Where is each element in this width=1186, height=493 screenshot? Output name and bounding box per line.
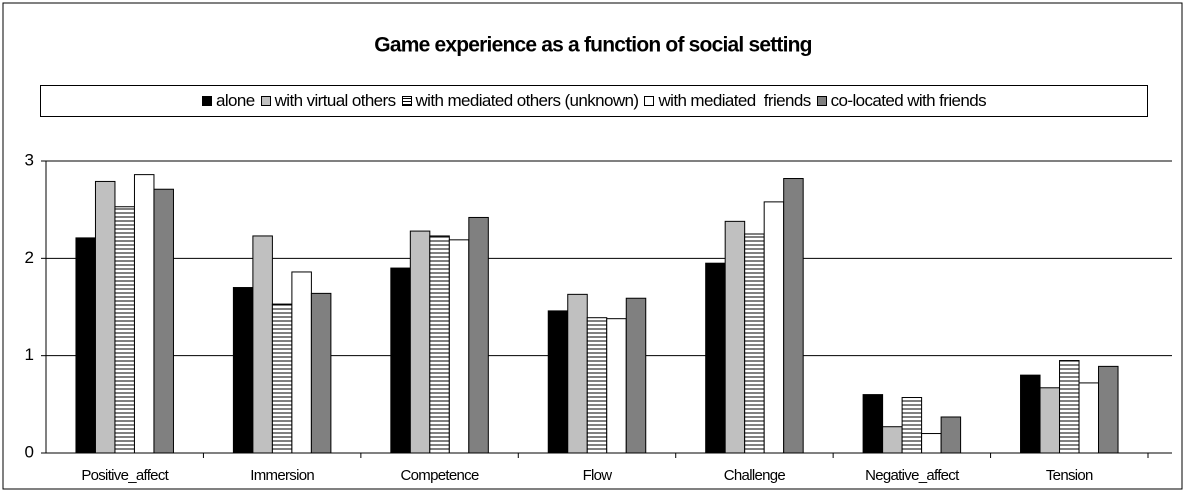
chart-title: Game experience as a function of social … xyxy=(374,34,811,57)
bar xyxy=(133,174,155,454)
bar xyxy=(705,262,726,454)
x-tick-label: Flow xyxy=(583,467,613,484)
legend-item: co-located with friends xyxy=(816,91,987,111)
bar xyxy=(882,426,903,454)
x-tick-label: Immersion xyxy=(250,467,314,484)
bar xyxy=(724,220,746,454)
bar xyxy=(921,433,942,454)
y-tick-label: 0 xyxy=(25,442,34,461)
legend-item: with mediated others (unknown) xyxy=(401,91,640,111)
legend-swatch xyxy=(202,96,213,106)
bar xyxy=(153,188,174,454)
bar xyxy=(783,178,804,454)
x-tick-label: Challenge xyxy=(724,467,786,484)
legend-item: alone xyxy=(202,91,255,111)
bar xyxy=(252,235,273,454)
bar xyxy=(744,233,765,454)
legend-label: with virtual others xyxy=(274,91,396,110)
bar xyxy=(1098,365,1119,454)
bar xyxy=(625,297,647,454)
bar xyxy=(232,287,254,454)
x-tick-label: Negative_affect xyxy=(865,467,960,484)
bar xyxy=(291,271,312,454)
bar xyxy=(271,303,293,454)
bar xyxy=(94,180,116,454)
bar xyxy=(1020,374,1041,454)
legend: alone with virtual others with mediated ot… xyxy=(40,85,1148,117)
bar xyxy=(114,206,135,454)
x-tick-label: Tension xyxy=(1046,467,1093,484)
bar xyxy=(901,397,923,454)
bar xyxy=(75,237,96,454)
legend-label: co-located with friends xyxy=(830,91,987,110)
x-tick-label: Competence xyxy=(401,467,479,484)
bar xyxy=(1078,382,1100,454)
legend-swatch xyxy=(816,96,827,106)
bar xyxy=(448,239,470,454)
y-tick-label: 2 xyxy=(25,248,34,267)
bar xyxy=(429,235,450,454)
bar xyxy=(606,318,627,454)
x-tick-label: Positive_affect xyxy=(81,467,169,484)
y-tick-label: 1 xyxy=(25,345,34,364)
legend-swatch xyxy=(260,96,271,106)
bar xyxy=(310,292,332,454)
bar xyxy=(409,230,431,454)
bar xyxy=(567,293,588,454)
bar xyxy=(390,267,411,454)
legend-label: with mediated friends xyxy=(658,91,811,110)
bar xyxy=(586,317,608,454)
bar xyxy=(1059,360,1080,454)
legend-item: with virtual others xyxy=(260,91,396,111)
legend-swatch xyxy=(644,96,655,106)
bar xyxy=(1039,387,1061,454)
bar xyxy=(862,394,884,454)
bar xyxy=(468,216,489,454)
legend-swatch xyxy=(401,96,412,106)
bar xyxy=(763,201,785,454)
bar xyxy=(547,310,569,454)
bar xyxy=(940,416,962,454)
legend-item: with mediated friends xyxy=(644,91,811,111)
y-tick-label: 3 xyxy=(25,150,34,169)
legend-label: with mediated others (unknown) xyxy=(415,91,640,110)
legend-label: alone xyxy=(216,91,255,110)
